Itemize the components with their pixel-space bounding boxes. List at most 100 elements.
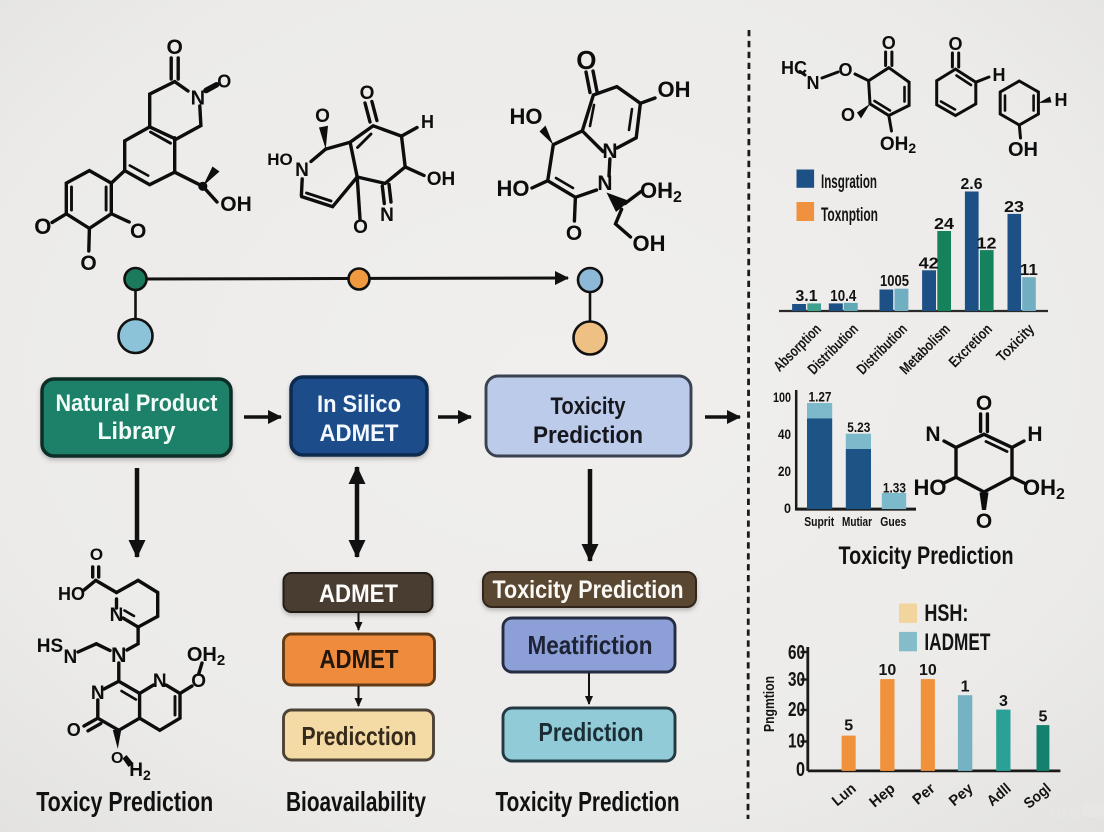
svg-text:Toxicity Prediction: Toxicity Prediction bbox=[496, 786, 680, 817]
svg-text:20: 20 bbox=[788, 699, 805, 721]
svg-text:Toxicy Prediction: Toxicy Prediction bbox=[36, 786, 213, 817]
svg-text:Library: Library bbox=[98, 418, 177, 445]
svg-text:12: 12 bbox=[977, 235, 997, 252]
svg-text:N: N bbox=[925, 423, 940, 446]
svg-text:O: O bbox=[841, 105, 855, 125]
svg-text:H: H bbox=[993, 65, 1006, 85]
svg-text:O: O bbox=[111, 750, 123, 767]
svg-text:Mutiar: Mutiar bbox=[842, 514, 872, 529]
svg-text:O: O bbox=[90, 545, 103, 564]
svg-text:O: O bbox=[353, 217, 368, 238]
svg-text:23: 23 bbox=[1004, 199, 1024, 216]
svg-text:20: 20 bbox=[778, 464, 791, 479]
svg-text:O: O bbox=[67, 720, 81, 740]
svg-text:Prediction: Prediction bbox=[533, 422, 643, 449]
svg-text:Toxnption: Toxnption bbox=[821, 205, 878, 226]
svg-text:H: H bbox=[1027, 423, 1042, 446]
svg-text:ADMET: ADMET bbox=[320, 420, 399, 447]
svg-text:O: O bbox=[315, 106, 330, 127]
svg-text:30: 30 bbox=[788, 669, 805, 691]
svg-text:2.6: 2.6 bbox=[961, 176, 983, 193]
svg-text:O: O bbox=[566, 222, 582, 245]
svg-text:OH: OH bbox=[633, 231, 666, 256]
svg-text:60: 60 bbox=[788, 642, 805, 664]
svg-text:N: N bbox=[153, 671, 167, 692]
svg-text:0: 0 bbox=[784, 501, 791, 516]
svg-text:O: O bbox=[838, 60, 852, 80]
svg-text:OH: OH bbox=[220, 193, 252, 216]
svg-text:5.23: 5.23 bbox=[847, 419, 870, 435]
svg-text:HO: HO bbox=[497, 176, 530, 201]
svg-text:42: 42 bbox=[919, 256, 939, 273]
svg-text:Toxicity Prediction: Toxicity Prediction bbox=[839, 542, 1014, 570]
svg-text:N: N bbox=[91, 683, 105, 704]
svg-text:Toxicity Prediction: Toxicity Prediction bbox=[493, 576, 684, 604]
svg-text:Toxicity: Toxicity bbox=[551, 393, 627, 420]
svg-text:O: O bbox=[976, 392, 992, 415]
svg-text:OH: OH bbox=[658, 77, 691, 102]
svg-text:dre: dre bbox=[1050, 802, 1080, 823]
svg-text:N: N bbox=[191, 88, 205, 110]
svg-text:N: N bbox=[64, 647, 78, 668]
svg-text:Prediction: Prediction bbox=[539, 717, 644, 747]
svg-text:N: N bbox=[111, 643, 127, 667]
svg-text:11: 11 bbox=[1020, 262, 1038, 279]
svg-text:N: N bbox=[110, 605, 124, 626]
svg-text:ADMET: ADMET bbox=[320, 644, 399, 674]
svg-text:1: 1 bbox=[961, 679, 970, 696]
svg-text:ADMET: ADMET bbox=[319, 580, 398, 608]
svg-text:10: 10 bbox=[879, 662, 897, 679]
svg-text:Suprit: Suprit bbox=[804, 514, 835, 529]
svg-text:1005: 1005 bbox=[880, 273, 909, 290]
svg-text:Predicction: Predicction bbox=[302, 721, 417, 751]
svg-text:N: N bbox=[295, 160, 309, 181]
svg-text:N: N bbox=[807, 73, 820, 93]
svg-text:1.33: 1.33 bbox=[883, 480, 906, 496]
svg-text:5: 5 bbox=[844, 718, 853, 735]
svg-text:N: N bbox=[597, 172, 612, 195]
svg-text:O: O bbox=[217, 72, 231, 92]
svg-text:3: 3 bbox=[999, 693, 1008, 710]
svg-text:10.4: 10.4 bbox=[830, 288, 856, 305]
svg-text:O: O bbox=[34, 214, 51, 239]
svg-text:24: 24 bbox=[934, 216, 954, 233]
svg-text:H: H bbox=[1055, 90, 1068, 110]
svg-text:O: O bbox=[167, 36, 183, 59]
svg-text:10: 10 bbox=[788, 731, 805, 753]
svg-text:In Silico: In Silico bbox=[317, 391, 401, 418]
svg-text:1.27: 1.27 bbox=[809, 389, 832, 405]
svg-text:O: O bbox=[80, 252, 96, 275]
svg-text:Pngmtion: Pngmtion bbox=[762, 676, 778, 732]
svg-text:Bioavailability: Bioavailability bbox=[286, 786, 426, 817]
svg-text:HO: HO bbox=[510, 104, 543, 129]
svg-text:IADMET: IADMET bbox=[924, 629, 990, 656]
svg-text:HS: HS bbox=[37, 636, 63, 657]
svg-text:HO: HO bbox=[914, 475, 947, 500]
svg-text:N: N bbox=[380, 205, 394, 226]
svg-text:O: O bbox=[976, 510, 992, 533]
svg-text:10: 10 bbox=[919, 662, 937, 679]
svg-text:HO: HO bbox=[267, 150, 293, 169]
svg-text:O: O bbox=[948, 34, 962, 54]
svg-text:O: O bbox=[191, 671, 206, 692]
svg-text:OH: OH bbox=[1008, 139, 1038, 161]
svg-text:HC: HC bbox=[781, 58, 807, 78]
svg-text:Meatifiction: Meatifiction bbox=[528, 630, 653, 660]
svg-text:Insgration: Insgration bbox=[821, 172, 877, 193]
svg-text:H: H bbox=[421, 112, 434, 132]
svg-text:5: 5 bbox=[1039, 709, 1048, 726]
svg-text:HSH:: HSH: bbox=[924, 600, 968, 627]
svg-text:OH: OH bbox=[427, 169, 456, 190]
svg-text:N: N bbox=[602, 140, 617, 163]
svg-text:0: 0 bbox=[796, 759, 805, 781]
svg-text:Natural Product: Natural Product bbox=[56, 390, 218, 417]
svg-text:Gues: Gues bbox=[880, 514, 906, 529]
svg-text:O: O bbox=[576, 45, 596, 75]
svg-text:O: O bbox=[360, 83, 375, 104]
svg-text:40: 40 bbox=[778, 427, 791, 442]
svg-text:HO: HO bbox=[58, 584, 85, 604]
svg-text:O: O bbox=[130, 220, 146, 243]
svg-text:O: O bbox=[882, 33, 896, 53]
svg-text:100: 100 bbox=[773, 390, 791, 405]
svg-text:OH2: OH2 bbox=[880, 134, 917, 156]
